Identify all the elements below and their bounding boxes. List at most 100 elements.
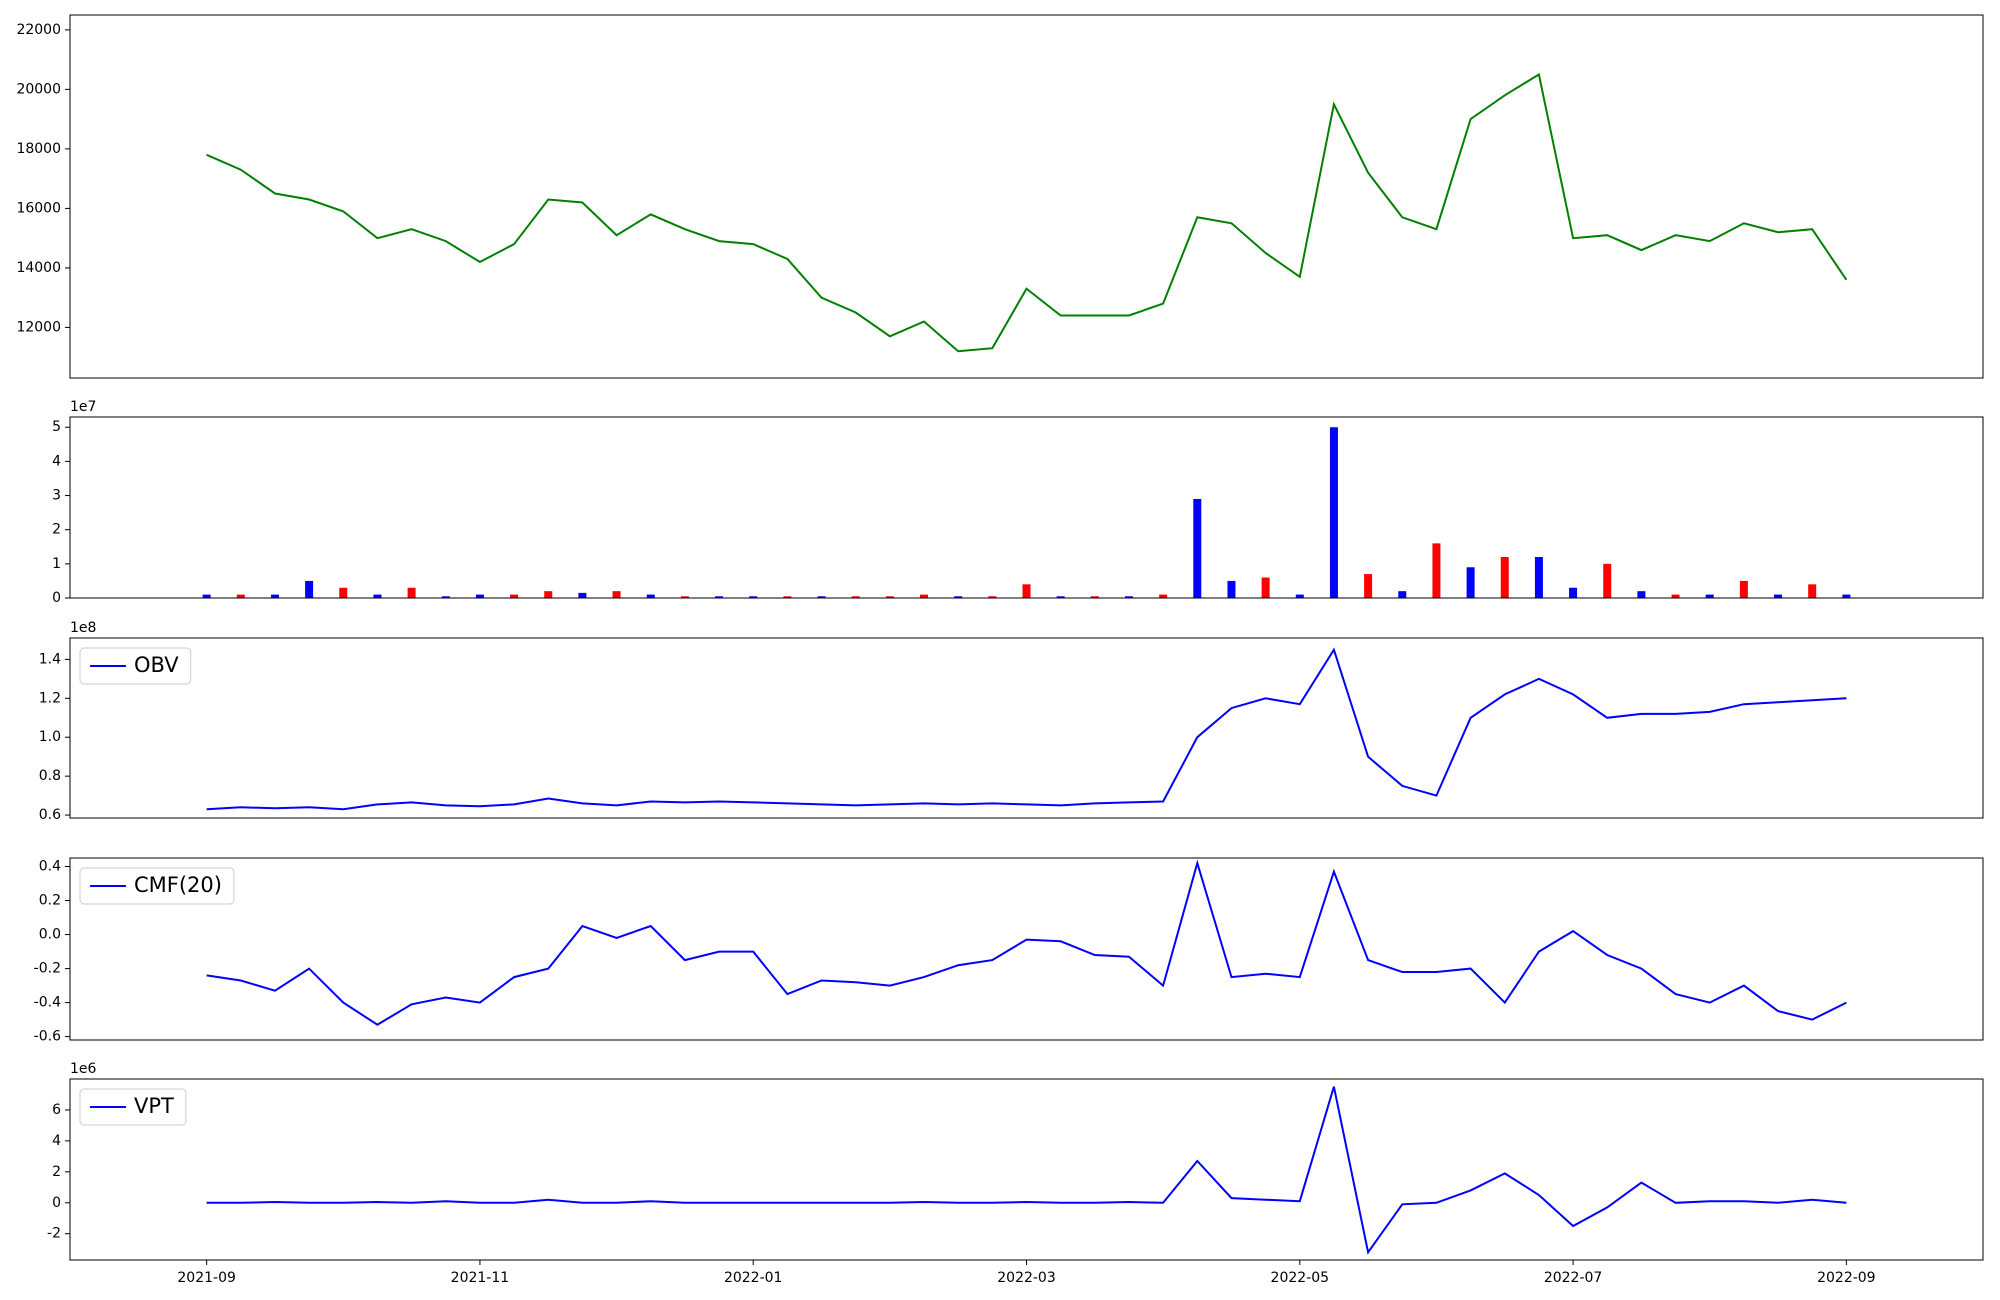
bar [441, 596, 450, 598]
y-tick-label: 18000 [16, 141, 61, 157]
y-tick-label: -0.2 [34, 961, 61, 977]
bar [407, 587, 416, 598]
y-tick-label: 3 [52, 488, 61, 504]
y-offset-label: 1e7 [70, 399, 96, 415]
y-tick-label: 1.4 [39, 651, 61, 667]
axes-frame [69, 637, 1984, 819]
bar [1432, 543, 1441, 598]
bar [339, 587, 348, 598]
bar [715, 596, 724, 598]
bar [1637, 591, 1646, 598]
bar [1739, 580, 1748, 598]
y-tick-label: 5 [52, 419, 61, 435]
x-tick-label: 2022-07 [1544, 1270, 1603, 1286]
y-tick-label: 0 [52, 590, 61, 606]
y-tick-label: 0.2 [39, 893, 61, 909]
bar [1193, 498, 1202, 598]
bar [544, 591, 553, 598]
bar [851, 596, 860, 598]
y-tick-label: 6 [52, 1102, 61, 1118]
x-tick-label: 2022-01 [724, 1270, 783, 1286]
bar [885, 596, 894, 598]
x-tick-label: 2022-03 [997, 1270, 1056, 1286]
bar [954, 596, 963, 598]
line [206, 859, 1847, 1026]
bar [1124, 596, 1133, 598]
bar [1090, 596, 1099, 598]
y-tick-label: 16000 [16, 200, 61, 216]
bar [1534, 557, 1543, 598]
axes-frame [69, 857, 1984, 1041]
y-tick-label: 1.0 [39, 729, 61, 745]
legend-text: VPT [134, 1094, 174, 1118]
y-tick-label: 0 [52, 1195, 61, 1211]
y-tick-label: 0.4 [39, 859, 61, 875]
bar [612, 591, 621, 598]
x-tick-label: 2022-05 [1271, 1270, 1330, 1286]
bar [1159, 594, 1168, 598]
x-tick-label: 2022-09 [1817, 1270, 1876, 1286]
bar [1671, 594, 1680, 598]
line [206, 1086, 1847, 1255]
bar [270, 594, 279, 598]
bar [1842, 594, 1851, 598]
bar [1466, 567, 1475, 598]
y-tick-label: -0.4 [34, 995, 61, 1011]
bar [817, 596, 826, 598]
legend-text: OBV [134, 653, 179, 677]
y-tick-label: 2 [52, 522, 61, 538]
bar [988, 596, 997, 598]
bar [1808, 584, 1817, 598]
legend-box [79, 867, 235, 905]
y-tick-label: -0.6 [34, 1029, 61, 1045]
y-tick-label: 1.2 [39, 690, 61, 706]
legend-box [79, 647, 192, 685]
y-tick-label: 4 [52, 1133, 61, 1149]
y-tick-label: 0.0 [39, 927, 61, 943]
y-tick-label: 1 [52, 556, 61, 572]
bar [1295, 594, 1304, 598]
y-tick-label: 4 [52, 453, 61, 469]
legend-box [79, 1088, 187, 1126]
bar [373, 594, 382, 598]
bar [1329, 427, 1338, 598]
bar [1398, 591, 1407, 598]
bar [749, 596, 758, 598]
bar [783, 596, 792, 598]
bar [646, 594, 655, 598]
legend-text: CMF(20) [134, 873, 222, 897]
x-tick-label: 2021-11 [451, 1270, 510, 1286]
bar [1705, 594, 1714, 598]
y-tick-label: 22000 [16, 22, 61, 38]
bar [1569, 587, 1578, 598]
y-tick-label: 2 [52, 1164, 61, 1180]
y-offset-label: 1e8 [70, 620, 96, 636]
bar [1261, 577, 1270, 598]
y-offset-label: 1e6 [70, 1061, 97, 1077]
bar [1364, 574, 1373, 598]
bar [305, 580, 314, 598]
y-tick-label: 14000 [16, 260, 61, 276]
x-tick-label: 2021-09 [177, 1270, 236, 1286]
line [206, 72, 1848, 353]
axes-frame [69, 1078, 1984, 1261]
axes-frame [69, 416, 1984, 599]
bar [578, 592, 587, 598]
bar [475, 594, 484, 598]
bar [680, 596, 689, 598]
y-tick-label: 0.6 [39, 807, 61, 823]
bar [202, 594, 211, 598]
bar [1227, 580, 1236, 598]
y-tick-label: 12000 [16, 319, 61, 335]
bar [510, 594, 519, 598]
bar [920, 594, 929, 598]
bar [236, 594, 245, 598]
bar [1603, 563, 1612, 598]
bar [1056, 596, 1065, 598]
y-tick-label: -2 [47, 1226, 61, 1242]
bar [1022, 584, 1031, 598]
axes-frame [69, 14, 1984, 379]
line [206, 647, 1847, 811]
y-tick-label: 20000 [16, 81, 61, 97]
